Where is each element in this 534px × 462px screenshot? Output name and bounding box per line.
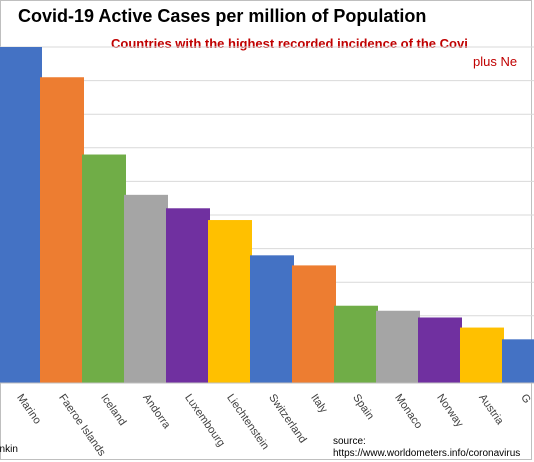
bar-liechtenstein	[208, 220, 252, 383]
bar-g	[502, 339, 534, 383]
author-credit: ankin	[0, 444, 18, 455]
bar-italy	[292, 265, 336, 383]
bar-marino	[0, 47, 42, 383]
bar-andorra	[124, 194, 168, 383]
source-credit: source: https://www.worldometers.info/co…	[333, 436, 520, 460]
chart-title: Covid-19 Active Cases per million of Pop…	[18, 6, 427, 26]
bar-faeroe-islands	[40, 77, 84, 384]
bar-spain	[334, 305, 378, 383]
bar-norway	[418, 317, 462, 383]
bar-austria	[460, 327, 504, 383]
bar-switzerland	[250, 255, 294, 383]
bar-monaco	[376, 310, 420, 383]
source-url: https://www.worldometers.info/coronaviru…	[333, 448, 521, 459]
chart-subtitle-continued: plus Ne	[473, 54, 518, 69]
bar-luxembourg	[166, 208, 210, 383]
bar-iceland	[82, 154, 126, 383]
source-caption: source:	[333, 436, 366, 447]
